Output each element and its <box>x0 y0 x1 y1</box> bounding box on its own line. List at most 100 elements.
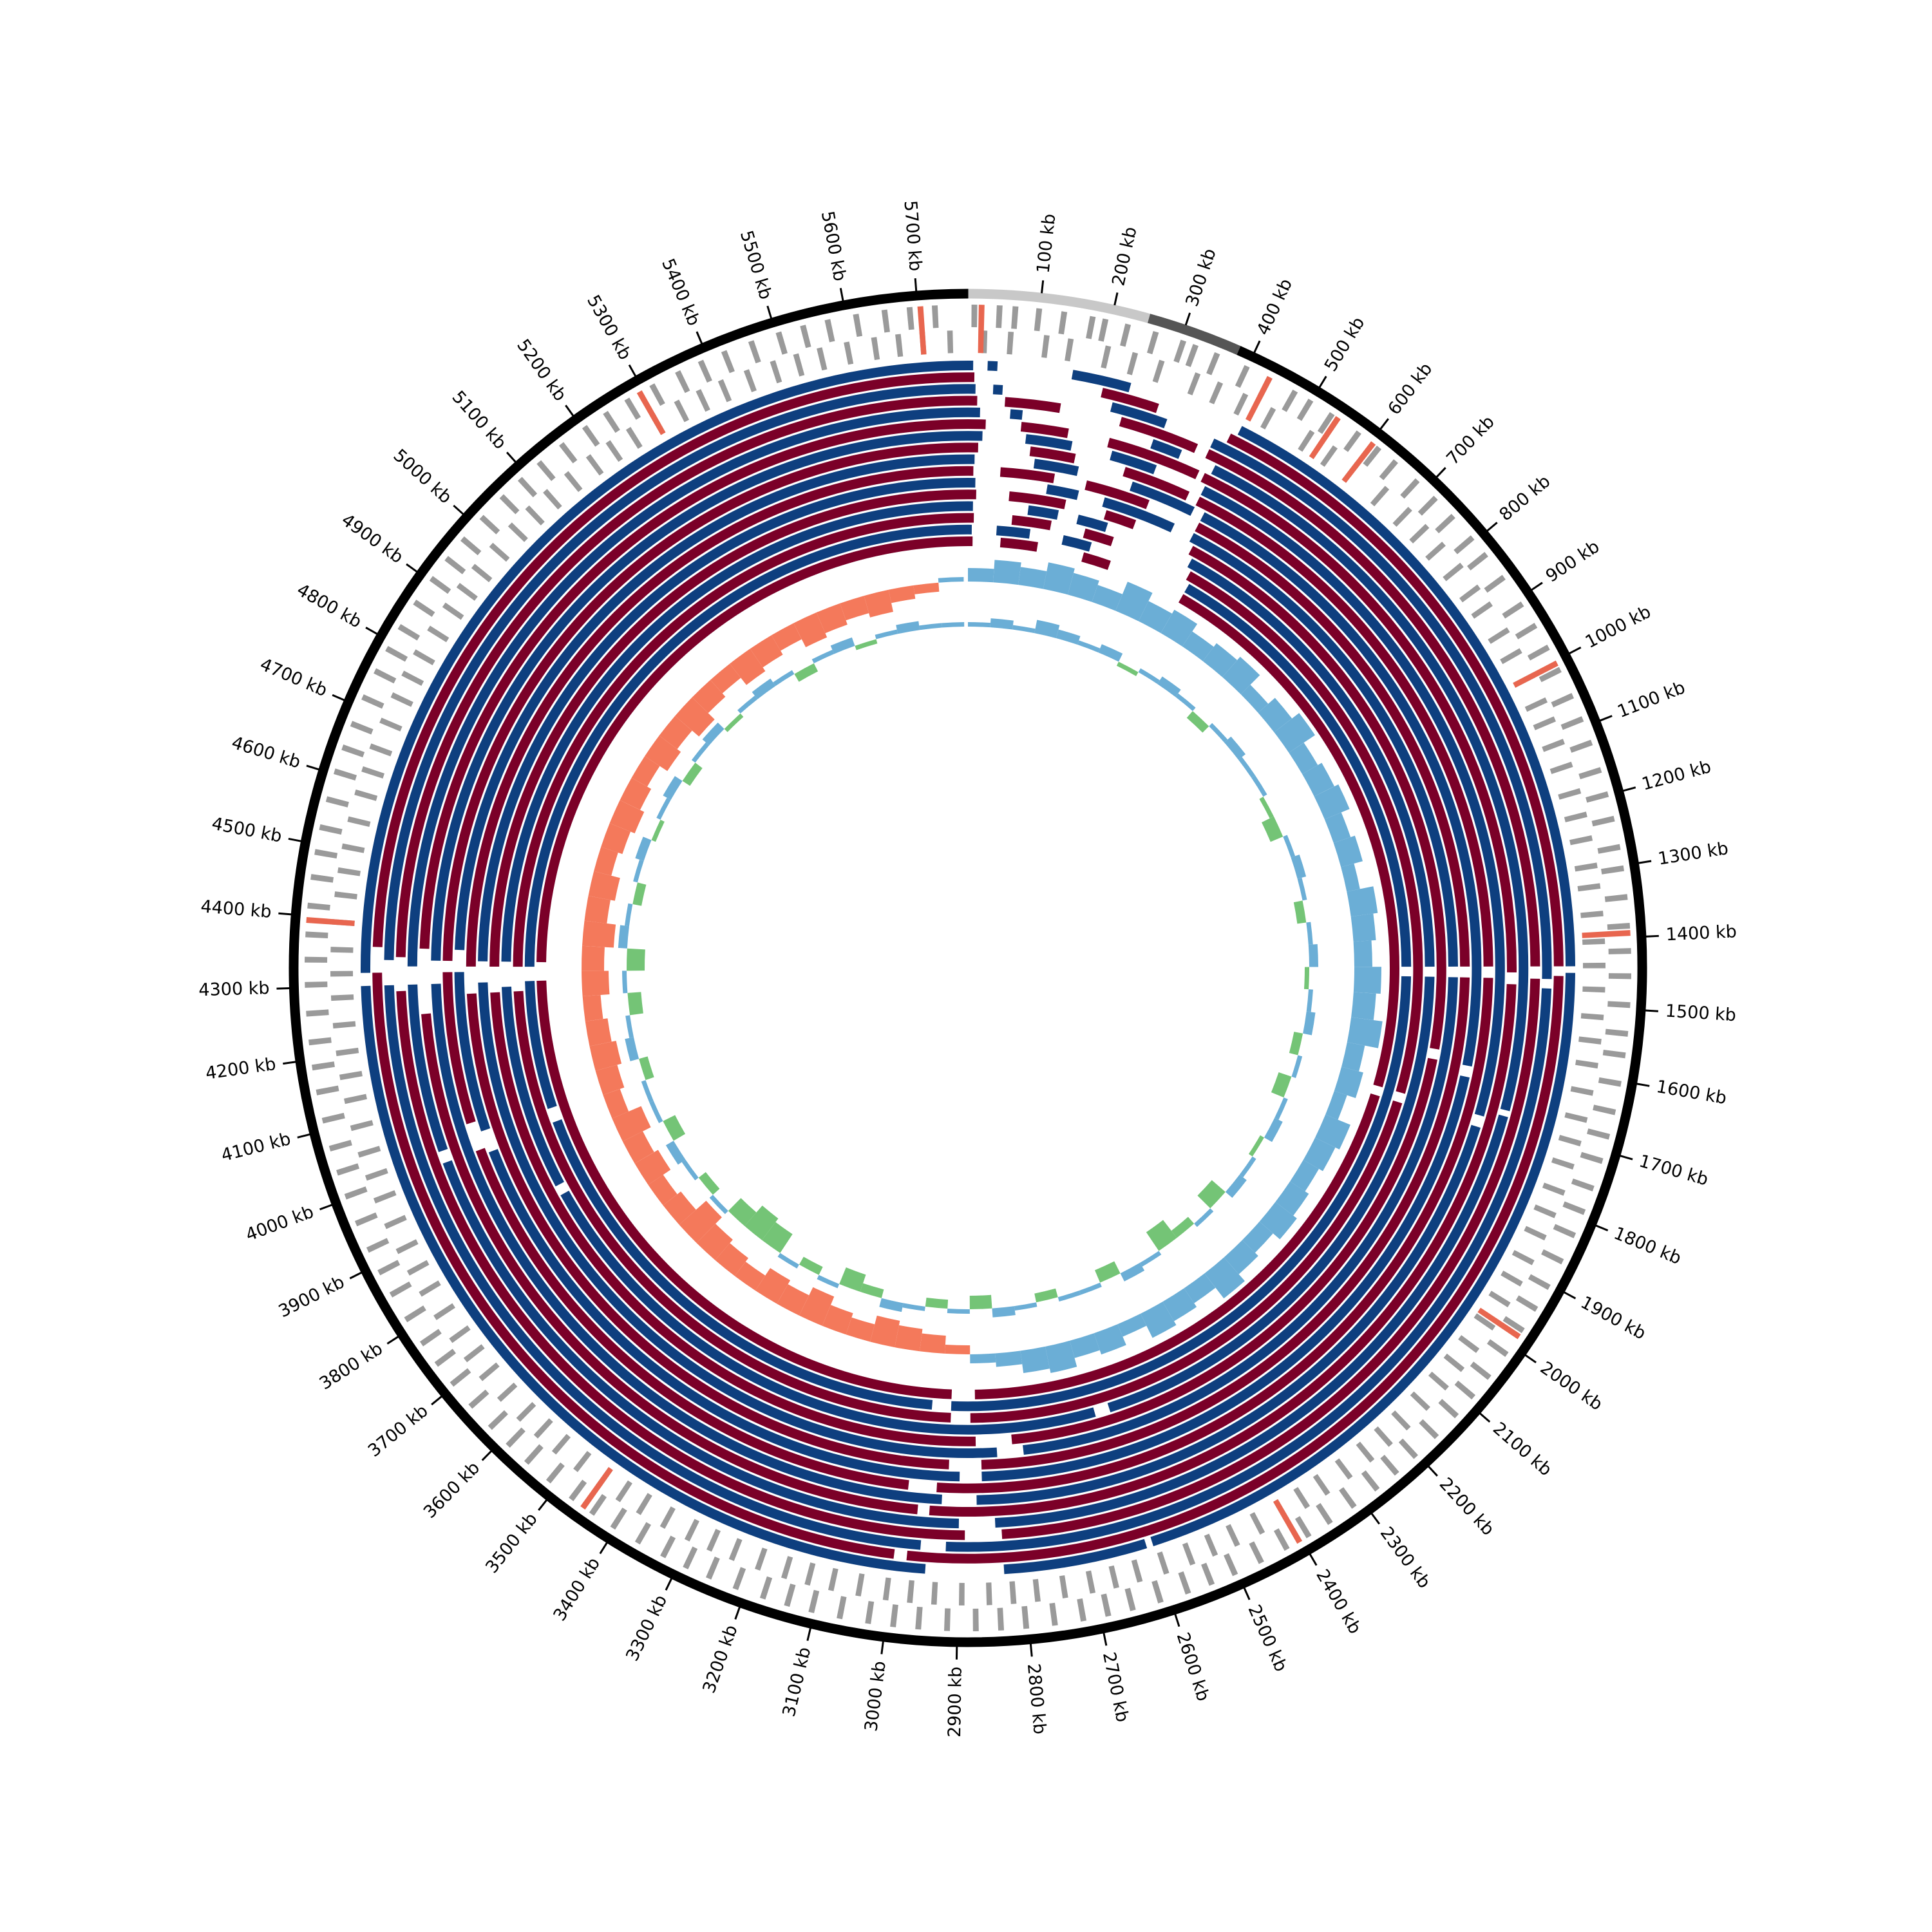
gene-reverse <box>1157 1551 1170 1575</box>
gc-content-bar <box>737 696 758 714</box>
gc-skew-bar <box>601 823 631 855</box>
blast-ring-segment <box>1186 571 1423 1094</box>
gene-forward <box>434 1349 457 1367</box>
gene-reverse <box>1578 1036 1602 1045</box>
tick-label: 1600 kb <box>1655 1077 1728 1108</box>
gene-reverse <box>1126 352 1139 375</box>
gene-forward <box>971 305 978 328</box>
gene-forward <box>1601 865 1624 875</box>
tick-mark <box>1184 312 1191 326</box>
gc-content-bar <box>1271 1072 1292 1098</box>
gene-forward <box>1454 1380 1476 1400</box>
gene-forward <box>1580 1151 1604 1164</box>
tick-mark <box>1620 1155 1633 1160</box>
gene-reverse <box>781 1556 793 1580</box>
gene-reverse <box>931 1582 938 1605</box>
gc-content-bar <box>1098 644 1123 662</box>
gene-forward <box>603 411 620 433</box>
gene-forward <box>800 325 811 348</box>
gc-content-bar <box>990 618 1014 630</box>
gene-forward <box>569 1479 587 1501</box>
tick-label: 5500 kb <box>736 228 776 301</box>
gene-reverse <box>564 471 583 493</box>
tick-mark <box>1113 292 1119 306</box>
tick-label: 3500 kb <box>482 1509 542 1577</box>
gene-forward <box>1173 339 1187 363</box>
gc-content-bar <box>1186 711 1209 733</box>
gc-content-bar <box>1238 757 1255 778</box>
gene-reverse <box>427 625 450 643</box>
gene-reverse <box>1233 393 1249 416</box>
gene-forward <box>1541 1249 1564 1265</box>
gene-reverse <box>1312 1473 1331 1496</box>
gc-skew-bar <box>1222 656 1260 695</box>
blast-ring-segment <box>488 1149 960 1482</box>
gene-forward <box>319 824 343 835</box>
gene-reverse <box>330 947 354 953</box>
gene-forward <box>1587 1128 1611 1140</box>
tick-label: 300 kb <box>1182 246 1220 309</box>
contig <box>967 289 1151 323</box>
gene-forward <box>1435 513 1455 534</box>
gene-forward <box>1562 1201 1586 1215</box>
blast-ring-segment <box>1025 434 1073 451</box>
tick-label: 3800 kb <box>316 1339 386 1394</box>
gene-reverse <box>1425 542 1446 561</box>
tick-label: 2000 kb <box>1537 1358 1606 1414</box>
gc-content-bar <box>855 639 878 650</box>
gene-forward <box>377 1260 401 1276</box>
gene-forward <box>305 981 328 988</box>
gene-forward <box>1597 844 1621 854</box>
gc-content-bar <box>1283 835 1296 858</box>
gene-forward <box>308 1037 332 1046</box>
gene-forward <box>1185 344 1199 368</box>
gene-reverse <box>770 360 782 384</box>
tick-label: 3000 kb <box>861 1660 890 1732</box>
tick-label: 3400 kb <box>549 1554 604 1625</box>
rna-feature <box>580 1467 613 1510</box>
blast-ring-segment <box>1200 512 1482 1067</box>
gene-reverse <box>350 1120 374 1132</box>
gc-skew-bar <box>938 577 964 583</box>
blast-ring-segment <box>968 384 976 394</box>
gene-forward <box>675 370 690 393</box>
tick-mark <box>1253 340 1261 354</box>
gc-content-bar <box>1224 736 1246 760</box>
gc-content-bar <box>635 837 652 862</box>
gc-skew-bar <box>1334 1066 1363 1099</box>
blast-ring-segment <box>968 361 974 371</box>
gene-forward <box>559 442 578 464</box>
gc-content-bar <box>681 1159 699 1180</box>
gene-reverse <box>1488 627 1510 644</box>
gene-reverse <box>1574 862 1598 872</box>
gene-reverse <box>882 1577 891 1601</box>
gene-forward <box>1361 1470 1380 1492</box>
gene-forward <box>748 340 761 364</box>
blast-ring-segment <box>1119 417 1198 453</box>
gc-content-bar <box>656 797 671 820</box>
gc-skew-bar <box>675 697 715 737</box>
gene-forward <box>881 309 890 333</box>
gene-forward <box>890 1604 898 1627</box>
gene-reverse <box>507 522 528 542</box>
gc-skew-bar <box>816 603 848 634</box>
gene-reverse <box>1226 1524 1240 1547</box>
gene-forward <box>1021 1605 1030 1629</box>
gene-reverse <box>1580 911 1604 918</box>
rna-feature <box>1273 1499 1303 1544</box>
gene-forward <box>1400 478 1420 499</box>
gc-content-bar <box>1289 1032 1303 1056</box>
gene-reverse <box>636 1493 652 1515</box>
blast-ring-segment <box>968 513 974 523</box>
blast-ring-segment <box>1020 422 1069 439</box>
gene-forward <box>1486 1339 1509 1358</box>
tick-label: 2100 kb <box>1489 1419 1555 1481</box>
gene-forward <box>1294 1516 1312 1539</box>
blast-ring-segment <box>442 1160 960 1529</box>
blast-ring-segment <box>1110 402 1168 428</box>
gene-forward <box>314 849 338 859</box>
gene-reverse <box>1182 1542 1196 1566</box>
gene-forward <box>374 668 397 684</box>
gene-forward <box>649 383 665 406</box>
tick-label: 4200 kb <box>204 1054 277 1084</box>
